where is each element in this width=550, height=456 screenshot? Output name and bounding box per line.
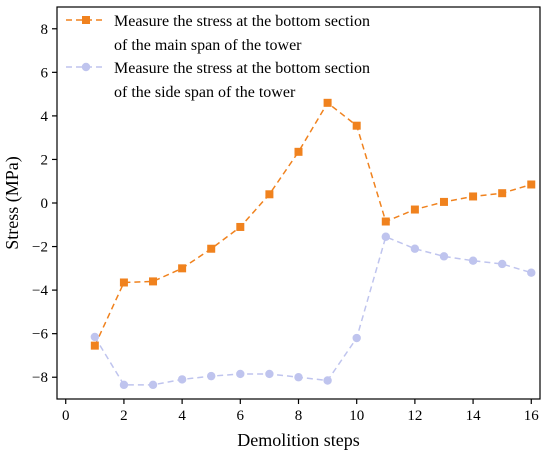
series-1-point: [410, 205, 419, 214]
series-2-line: [94, 235, 532, 386]
series-markers: [90, 98, 536, 390]
legend-label-2: of the side span of the tower: [114, 84, 296, 101]
legend-label-2: Measure the stress at the bottom section: [114, 60, 370, 77]
y-tick-label: 8: [41, 22, 49, 38]
x-tick-label: 4: [178, 408, 186, 424]
legend-label-1: of the main span of the tower: [114, 37, 302, 54]
axis-ticks: 0 2 4 6 8 10 12 14 16 −8 −6 −4 −2 0 2 4 6 8: [32, 22, 539, 424]
series-2-point: [294, 373, 303, 382]
y-tick-label: 4: [41, 109, 49, 125]
legend-marker-1: [82, 16, 90, 24]
y-tick-label: −2: [32, 240, 48, 256]
x-axis-title: Demolition steps: [237, 430, 360, 450]
series-2-point: [323, 376, 332, 385]
y-tick-label: −6: [32, 327, 48, 343]
series-1-point: [439, 197, 448, 206]
y-tick-label: 0: [41, 196, 49, 212]
series-1-point: [90, 341, 99, 350]
x-tick-label: 0: [62, 408, 70, 424]
series-1-line: [94, 101, 532, 346]
series-lines: [94, 101, 532, 386]
series-2-point: [410, 244, 420, 253]
legend-label-1: Measure the stress at the bottom section: [114, 13, 370, 30]
series-2-point: [236, 369, 245, 379]
x-tick-label: 2: [120, 408, 128, 424]
x-tick-label: 16: [524, 408, 540, 424]
series-1-point: [178, 264, 187, 273]
series-2-point: [497, 259, 507, 269]
y-axis-title: Stress (MPa): [2, 156, 23, 250]
x-tick-label: 10: [349, 408, 364, 424]
series-2-point: [381, 232, 390, 241]
series-1-point: [381, 217, 390, 226]
series-1-point: [265, 190, 274, 199]
series-2-point: [148, 380, 158, 390]
y-tick-label: −4: [32, 283, 48, 299]
series-2-point: [207, 371, 216, 381]
series-1-point: [527, 180, 536, 189]
y-tick-label: 6: [41, 65, 49, 81]
series-2-point: [468, 256, 478, 265]
series-2-point: [177, 375, 187, 384]
series-2-point: [265, 369, 274, 379]
series-1-point: [119, 278, 128, 287]
series-1-point: [352, 121, 361, 130]
series-2-point: [90, 332, 100, 342]
x-tick-label: 8: [295, 408, 303, 424]
legend: Measure the stress at the bottom section…: [66, 13, 370, 101]
series-1-point: [207, 244, 216, 253]
series-1-point: [498, 189, 507, 198]
series-2-point: [119, 380, 129, 390]
series-1-point: [236, 222, 245, 231]
x-tick-label: 14: [466, 408, 482, 424]
series-2-point: [527, 268, 536, 277]
series-1-point: [469, 192, 478, 201]
series-1-point: [149, 277, 158, 286]
y-tick-label: 2: [41, 152, 49, 168]
legend-marker-2: [81, 62, 91, 72]
series-1-point: [294, 147, 303, 156]
x-tick-label: 6: [237, 408, 245, 424]
series-2-point: [352, 333, 361, 343]
y-tick-label: −8: [32, 370, 48, 386]
x-tick-label: 12: [407, 408, 422, 424]
series-1-point: [323, 98, 332, 107]
series-2-point: [439, 252, 449, 261]
